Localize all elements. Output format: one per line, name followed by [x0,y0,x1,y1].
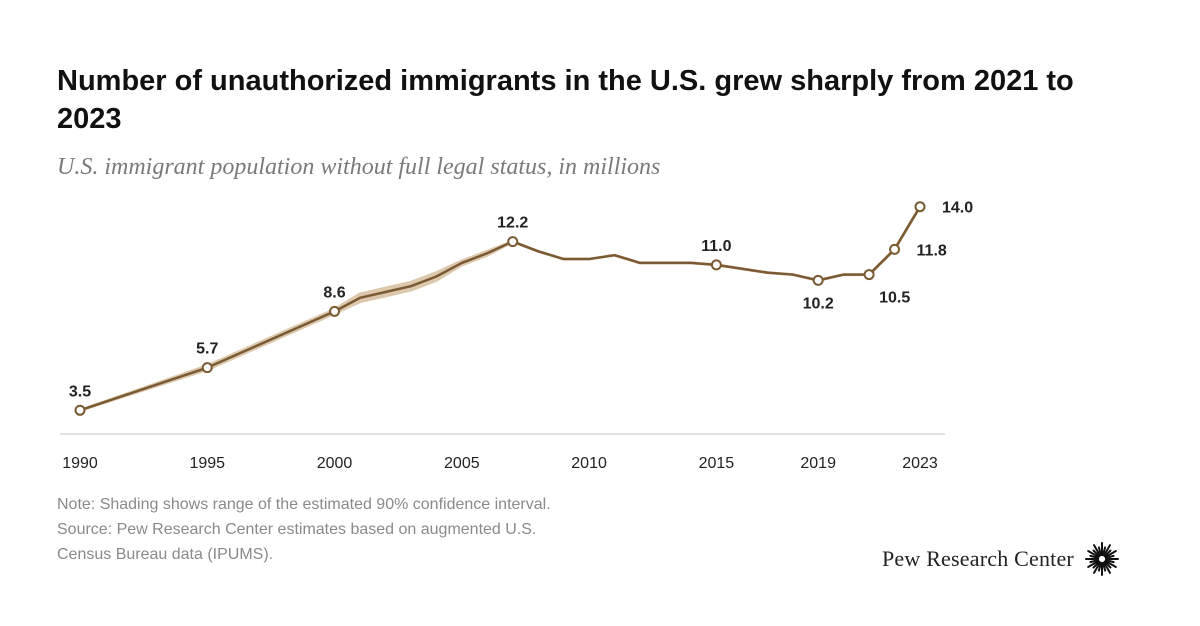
data-point-marker [74,404,86,416]
data-label: 11.0 [701,238,731,255]
data-point-marker [889,243,901,255]
data-labels: 3.5 5.7 8.6 12.2 11.0 10.2 10.5 11.8 14.0 [69,200,973,401]
source-line-1: Source: Pew Research Center estimates ba… [57,521,537,538]
data-point-marker [201,362,213,374]
note-text: Note: Shading shows range of the estimat… [57,496,551,513]
chart-subtitle: U.S. immigrant population without full l… [57,154,661,180]
data-point-marker [507,236,519,248]
brand-name: Pew Research Center [882,546,1074,571]
data-label: 10.2 [803,295,834,312]
data-label: 10.5 [879,290,910,307]
sunburst-ray [1087,550,1100,559]
ci-band [78,205,922,412]
sunburst-ray [1104,550,1117,558]
data-label: 14.0 [942,200,973,217]
sunburst-ray [1104,559,1115,564]
source-line-2: Census Bureau data (IPUMS). [57,546,274,563]
data-point-marker [329,305,341,317]
x-tick-label: 2000 [317,455,353,472]
sunburst-ray [1087,559,1100,568]
x-tick-label: 1995 [189,455,225,472]
sunburst-ray [1104,554,1115,559]
x-tick-labels: 1990 1995 2000 2005 2010 2015 2019 2023 [62,455,938,472]
x-tick-label: 2019 [800,455,836,472]
sunburst-ray [1102,544,1111,557]
data-label: 11.8 [917,242,947,259]
chart-title: Number of unauthorized immigrants in the… [57,65,1074,135]
data-markers [74,201,926,416]
series-line-layer [78,205,922,412]
x-tick-label: 2015 [699,455,735,472]
sunburst-ray [1089,559,1100,564]
x-tick-label: 2010 [571,455,607,472]
series-line [78,205,922,412]
sunburst-ray [1089,554,1100,559]
data-label: 8.6 [323,284,345,301]
x-tick-label: 2023 [902,455,938,472]
sunburst-ray [1103,560,1112,569]
x-tick-label: 2005 [444,455,480,472]
line-chart: 3.55.78.612.211.010.2 10.511.814.0 1990 19… [60,200,973,472]
data-point-marker [812,274,824,286]
x-tick-label: 1990 [62,455,98,472]
sunburst-ray [1101,561,1107,572]
sunburst-ray [1104,559,1117,568]
sunburst-ray [1092,561,1101,574]
data-point-marker [863,269,875,281]
data-label: 3.5 [69,383,91,400]
confidence-interval-band [78,205,922,412]
data-label: 12.2 [497,215,528,232]
chart-notes: Note: Shading shows range of the estimat… [57,492,551,567]
brand-logo: Pew Research Center [882,541,1120,577]
sunburst-ray [1092,549,1101,558]
data-label: 5.7 [196,341,218,358]
data-point-marker [914,201,926,213]
sunburst-icon [1084,542,1119,576]
sunburst-ray [1092,544,1101,557]
sunburst-ray [1097,546,1102,557]
sunburst-ray [1102,561,1111,574]
data-point-marker [710,259,722,271]
sunburst-ray [1097,561,1102,572]
sunburst-ray [1103,549,1112,558]
sunburst-ray [1092,560,1101,569]
sunburst-ray [1101,546,1107,557]
